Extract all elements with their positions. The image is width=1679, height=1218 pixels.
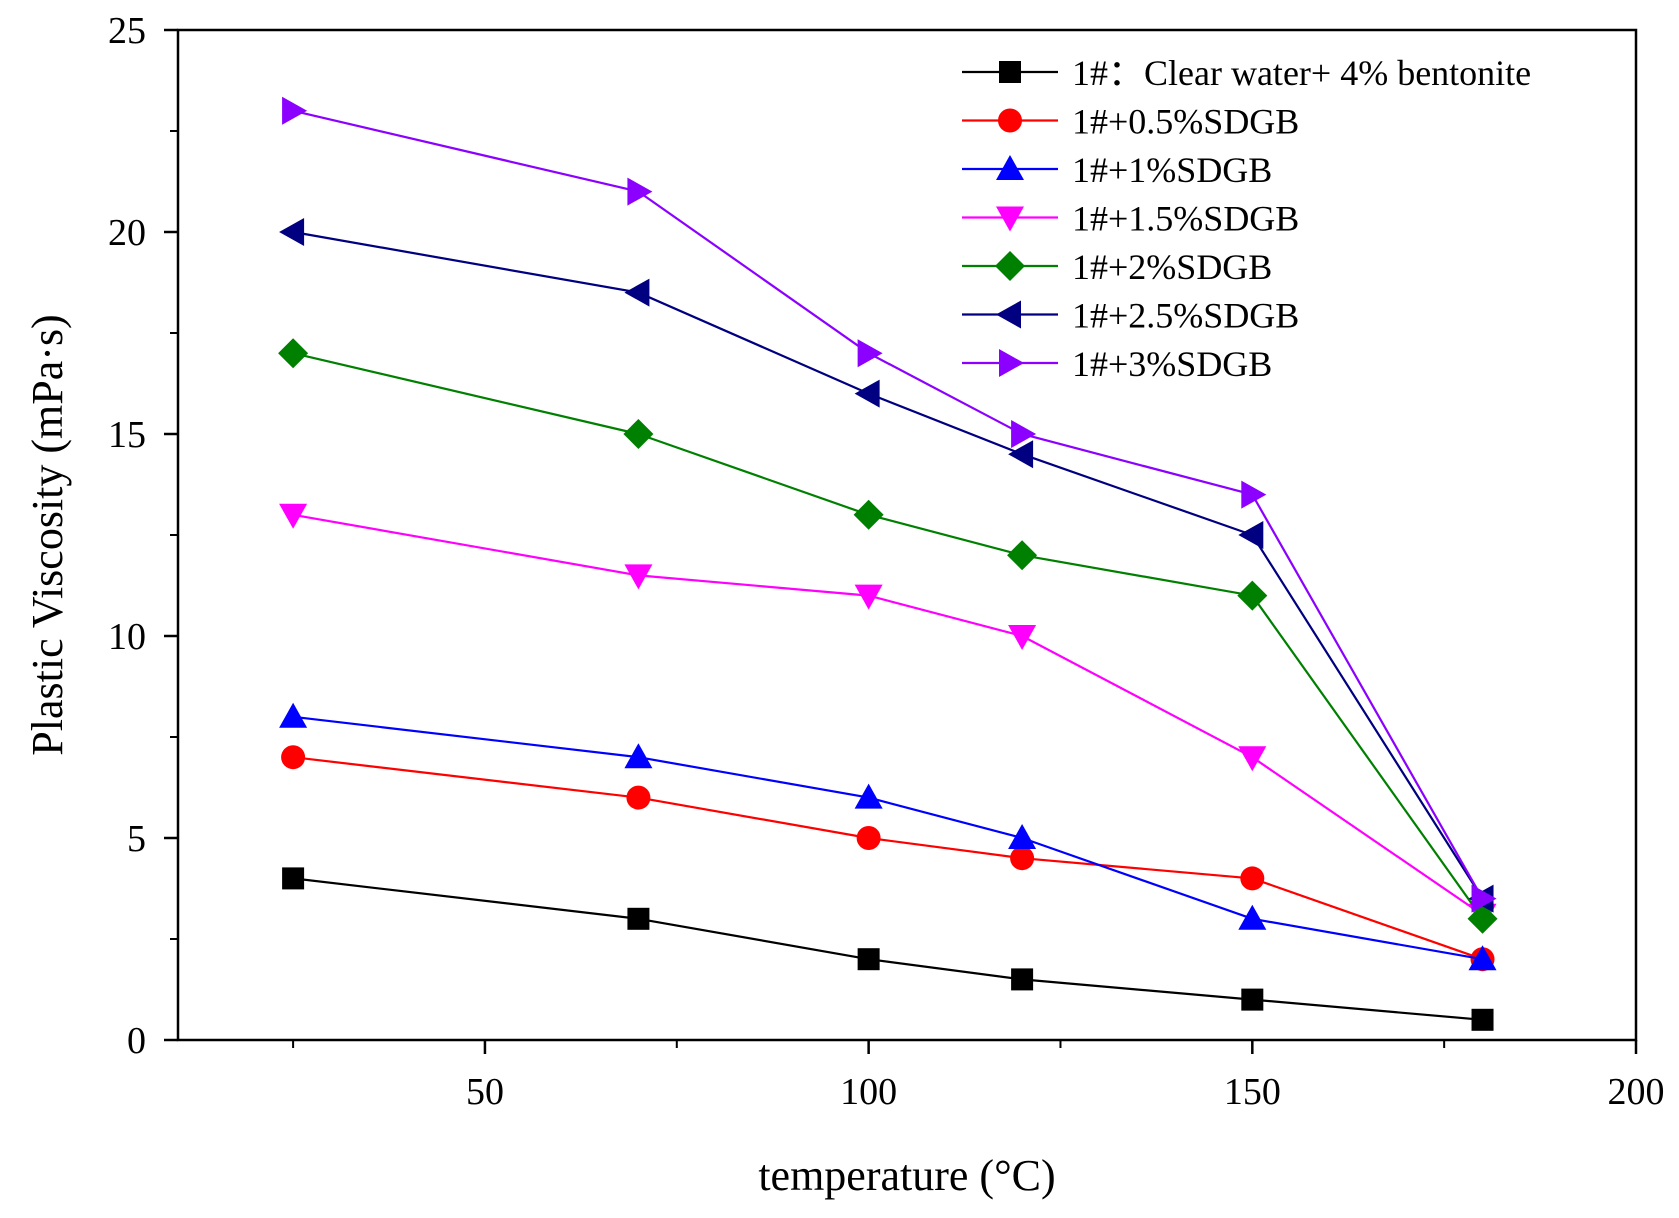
data-point: [278, 338, 309, 369]
series-3: [279, 702, 1497, 971]
legend-label: 1#+1%SDGB: [1072, 150, 1272, 190]
data-point: [623, 419, 654, 449]
x-tick-label: 200: [1608, 1071, 1665, 1113]
legend-label: 1#+2%SDGB: [1072, 247, 1272, 287]
series-1: [282, 867, 1494, 1031]
data-point: [857, 948, 880, 971]
y-tick-label: 10: [108, 616, 146, 658]
y-tick-label: 20: [108, 212, 146, 254]
data-point: [854, 584, 883, 610]
legend-marker: [996, 206, 1024, 232]
data-point: [282, 867, 305, 890]
data-point: [1010, 846, 1035, 871]
y-tick-label: 25: [108, 10, 146, 52]
data-point: [627, 907, 650, 930]
series-line: [292, 352, 1484, 920]
series-line: [292, 877, 1483, 1021]
legend-item: 1#+3%SDGB: [962, 344, 1272, 384]
data-point: [854, 783, 883, 809]
data-point: [1241, 988, 1264, 1011]
data-point: [1241, 480, 1267, 509]
data-point: [626, 785, 651, 810]
series-line: [292, 109, 1484, 900]
data-point: [1008, 824, 1037, 849]
data-point: [624, 278, 650, 307]
series-line: [292, 715, 1483, 961]
legend-item: 1#：Clear water+ 4% bentonite: [962, 53, 1531, 93]
data-point: [857, 339, 883, 368]
series-layer: [278, 96, 1498, 1031]
series-6: [279, 218, 1494, 913]
legend-item: 1#+1%SDGB: [962, 150, 1272, 190]
data-point: [624, 743, 653, 769]
data-point: [1007, 540, 1038, 571]
data-point: [853, 499, 884, 530]
legend-marker: [999, 61, 1021, 83]
series-5: [278, 338, 1498, 934]
series-7: [282, 96, 1497, 913]
legend-item: 1#+0.5%SDGB: [962, 102, 1299, 142]
x-tick-label: 50: [466, 1071, 504, 1113]
data-point: [282, 96, 308, 125]
data-point: [279, 702, 308, 728]
data-point: [1468, 945, 1497, 971]
data-point: [1240, 866, 1265, 891]
data-point: [1238, 746, 1267, 772]
data-point: [627, 177, 653, 206]
data-point: [1008, 440, 1034, 469]
data-point: [279, 218, 305, 246]
legend-label: 1#：Clear water+ 4% bentonite: [1072, 53, 1531, 93]
legend-label: 1#+0.5%SDGB: [1072, 102, 1299, 142]
data-point: [1471, 1008, 1494, 1031]
legend-marker: [996, 300, 1021, 329]
plot-frame: [176, 28, 1638, 1042]
legend-item: 1#+2%SDGB: [962, 247, 1272, 287]
legend-marker: [998, 108, 1022, 133]
series-4: [279, 503, 1497, 929]
legend-marker: [995, 251, 1025, 281]
series-line: [292, 230, 1484, 900]
data-point: [279, 503, 308, 529]
data-point: [1238, 904, 1267, 930]
series-line: [292, 513, 1484, 916]
x-tick-label: 150: [1224, 1071, 1281, 1113]
x-tick-label: 100: [840, 1071, 897, 1113]
legend-marker: [999, 349, 1024, 377]
data-point: [1237, 580, 1268, 611]
data-point: [624, 564, 653, 590]
legend-label: 1#+2.5%SDGB: [1072, 296, 1299, 336]
axes-layer: 50 100 150 200 0 5 10 15 20 25: [108, 10, 1665, 1113]
y-axis-title: Plastic Viscosity (mPa·s): [23, 314, 72, 755]
data-point: [1011, 968, 1034, 991]
data-point: [1471, 884, 1497, 913]
series-line: [292, 756, 1483, 961]
legend: 1#：Clear water+ 4% bentonite 1#+0.5%SDGB 1…: [962, 53, 1531, 384]
data-point: [1238, 521, 1264, 549]
series-2: [281, 745, 1495, 972]
data-point: [1467, 903, 1498, 934]
legend-label: 1#+3%SDGB: [1072, 344, 1272, 384]
data-point: [1008, 625, 1037, 650]
y-tick-label: 5: [127, 818, 146, 860]
legend-item: 1#+1.5%SDGB: [962, 199, 1299, 239]
data-point: [854, 379, 880, 408]
legend-label: 1#+1.5%SDGB: [1072, 199, 1299, 239]
y-tick-label: 0: [127, 1020, 146, 1062]
legend-marker: [996, 155, 1024, 180]
data-point: [1011, 420, 1037, 448]
data-point: [856, 826, 881, 850]
x-axis-title: temperature (°C): [758, 1151, 1055, 1200]
legend-item: 1#+2.5%SDGB: [962, 296, 1299, 336]
y-tick-label: 15: [108, 414, 146, 456]
data-point: [281, 745, 306, 770]
